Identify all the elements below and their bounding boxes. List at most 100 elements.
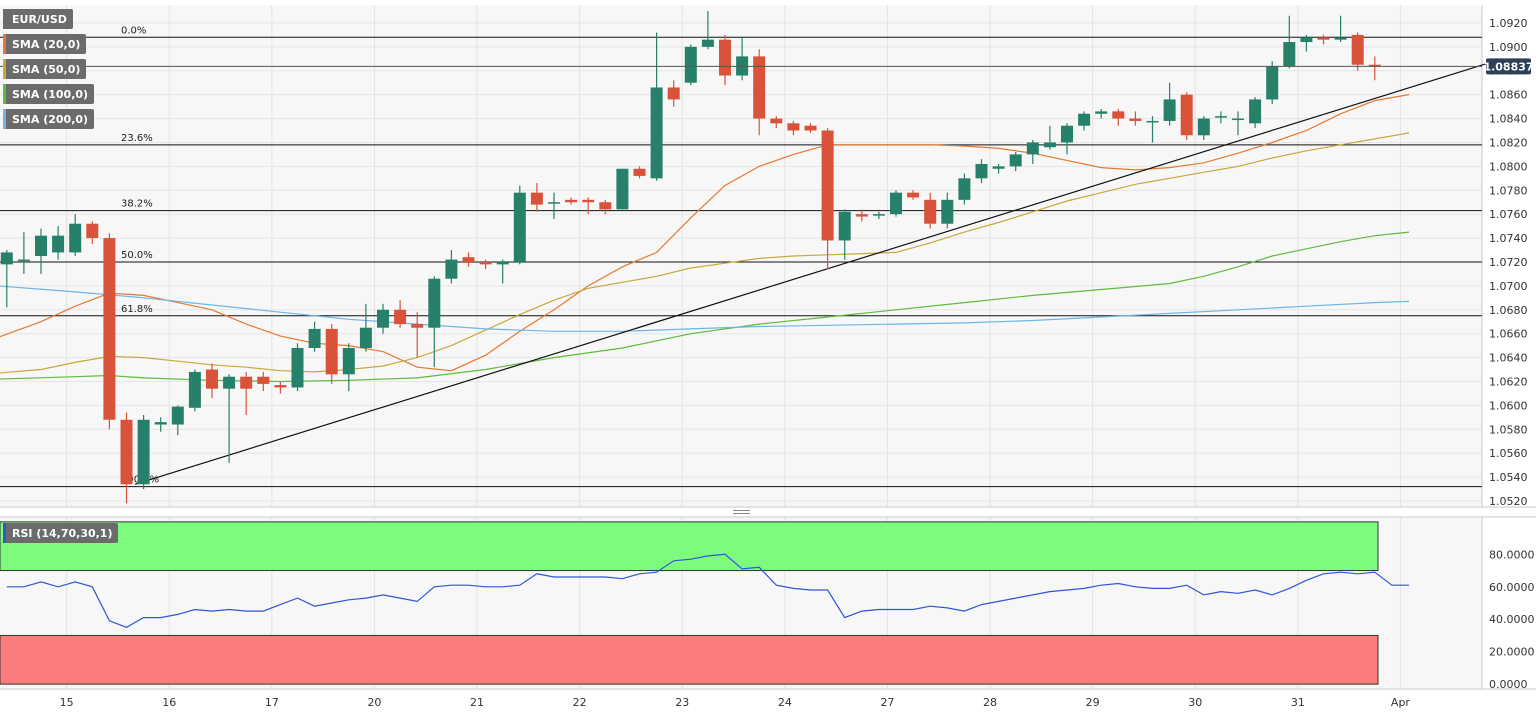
candle [582,197,595,215]
candle [1078,111,1091,131]
candle [103,233,116,430]
candle [1129,111,1142,126]
candle [52,226,65,260]
candle-body [1351,34,1364,65]
candle [445,250,458,284]
candle-body [650,87,663,179]
candle [171,405,184,436]
candle-body [975,163,988,179]
candle-body [770,118,783,124]
legend-label: SMA (200,0) [12,112,89,126]
candle-body [701,39,714,47]
candle [616,168,629,210]
candle [69,214,82,256]
candle [1214,111,1227,124]
candle-body [872,214,885,216]
candle-body [377,309,389,328]
candle-body [719,39,731,76]
candle-body [753,56,766,119]
candle [1232,111,1244,136]
candle [907,190,920,200]
candle [428,276,441,368]
candle [924,192,937,229]
candle-body [0,252,13,265]
candle-body [1112,111,1125,119]
candle [958,173,971,205]
candle [17,232,30,274]
candle-body [206,369,218,389]
candle-body [890,192,902,215]
candle-body [69,223,82,253]
candle-body [1214,116,1227,118]
candle [1300,34,1313,52]
candle [496,259,509,284]
candle [462,252,475,267]
rsi-legend[interactable]: RSI (14,70,30,1) [3,523,119,543]
candle [325,324,338,384]
candle [599,199,612,215]
candle-body [1283,42,1296,66]
candle-body [257,376,270,384]
legend-item-symbol[interactable]: EUR/USD [3,9,73,29]
candle-body [1043,142,1056,148]
x-tick-label: 16 [162,696,176,709]
sma-line-sma50 [0,132,1410,374]
legend-swatch [3,84,6,104]
x-tick-label: 20 [367,696,381,709]
legend-swatch [3,34,6,54]
candle-body [1300,37,1313,43]
candle-body [223,376,236,389]
candle [479,259,492,270]
y-tick-label: 1.0560 [1489,447,1528,460]
candle-body [1180,94,1193,136]
candle-body [787,123,800,131]
candle-body [548,202,560,204]
rsi-legend-label: RSI (14,70,30,1) [12,526,113,540]
legend-label: SMA (100,0) [12,87,89,101]
legend-item-sma200[interactable]: SMA (200,0) [3,109,95,129]
candle-body [445,259,458,279]
x-tick-label: 15 [60,696,74,709]
candle-body [137,419,150,485]
current-price-badge [1486,58,1531,75]
legend-item-sma100[interactable]: SMA (100,0) [3,84,95,104]
candle [838,209,851,260]
legend-label: SMA (50,0) [12,62,81,76]
candle [359,303,372,352]
candle [684,44,697,86]
candle-body [188,371,201,408]
x-tick-label: 24 [778,696,792,709]
candle-body [1095,111,1108,114]
candle [753,49,766,136]
candle [513,185,526,265]
candle-body [530,192,543,205]
candle-body [120,419,133,485]
candle [308,321,321,352]
candle [377,303,389,334]
candle-body [633,168,646,176]
legend-swatch [3,9,6,29]
candle [1249,97,1262,129]
candle [770,116,783,129]
candle [1095,108,1108,119]
candle [1197,116,1210,141]
candle-body [1232,118,1244,121]
y-tick-label: 1.0580 [1489,423,1528,436]
rsi-y-tick-label: 80.0000 [1489,548,1535,561]
legend-item-sma50[interactable]: SMA (50,0) [3,59,87,79]
y-tick-label: 1.0520 [1489,495,1528,508]
rsi-y-tick-label: 40.0000 [1489,613,1535,626]
candle [530,183,543,212]
rsi-y-tick-label: 0.0000 [1489,678,1528,691]
candle [240,371,253,415]
x-tick-label: 27 [880,696,894,709]
candle [1283,15,1296,69]
legend-item-sma20[interactable]: SMA (20,0) [3,34,87,54]
x-tick-label: 28 [983,696,997,709]
candle-body [616,168,629,210]
y-tick-label: 1.0620 [1489,376,1528,389]
fibonacci-levels: 0.0%23.6%38.2%50.0%61.8%100.0% [0,25,1482,488]
candle-body [17,259,30,262]
